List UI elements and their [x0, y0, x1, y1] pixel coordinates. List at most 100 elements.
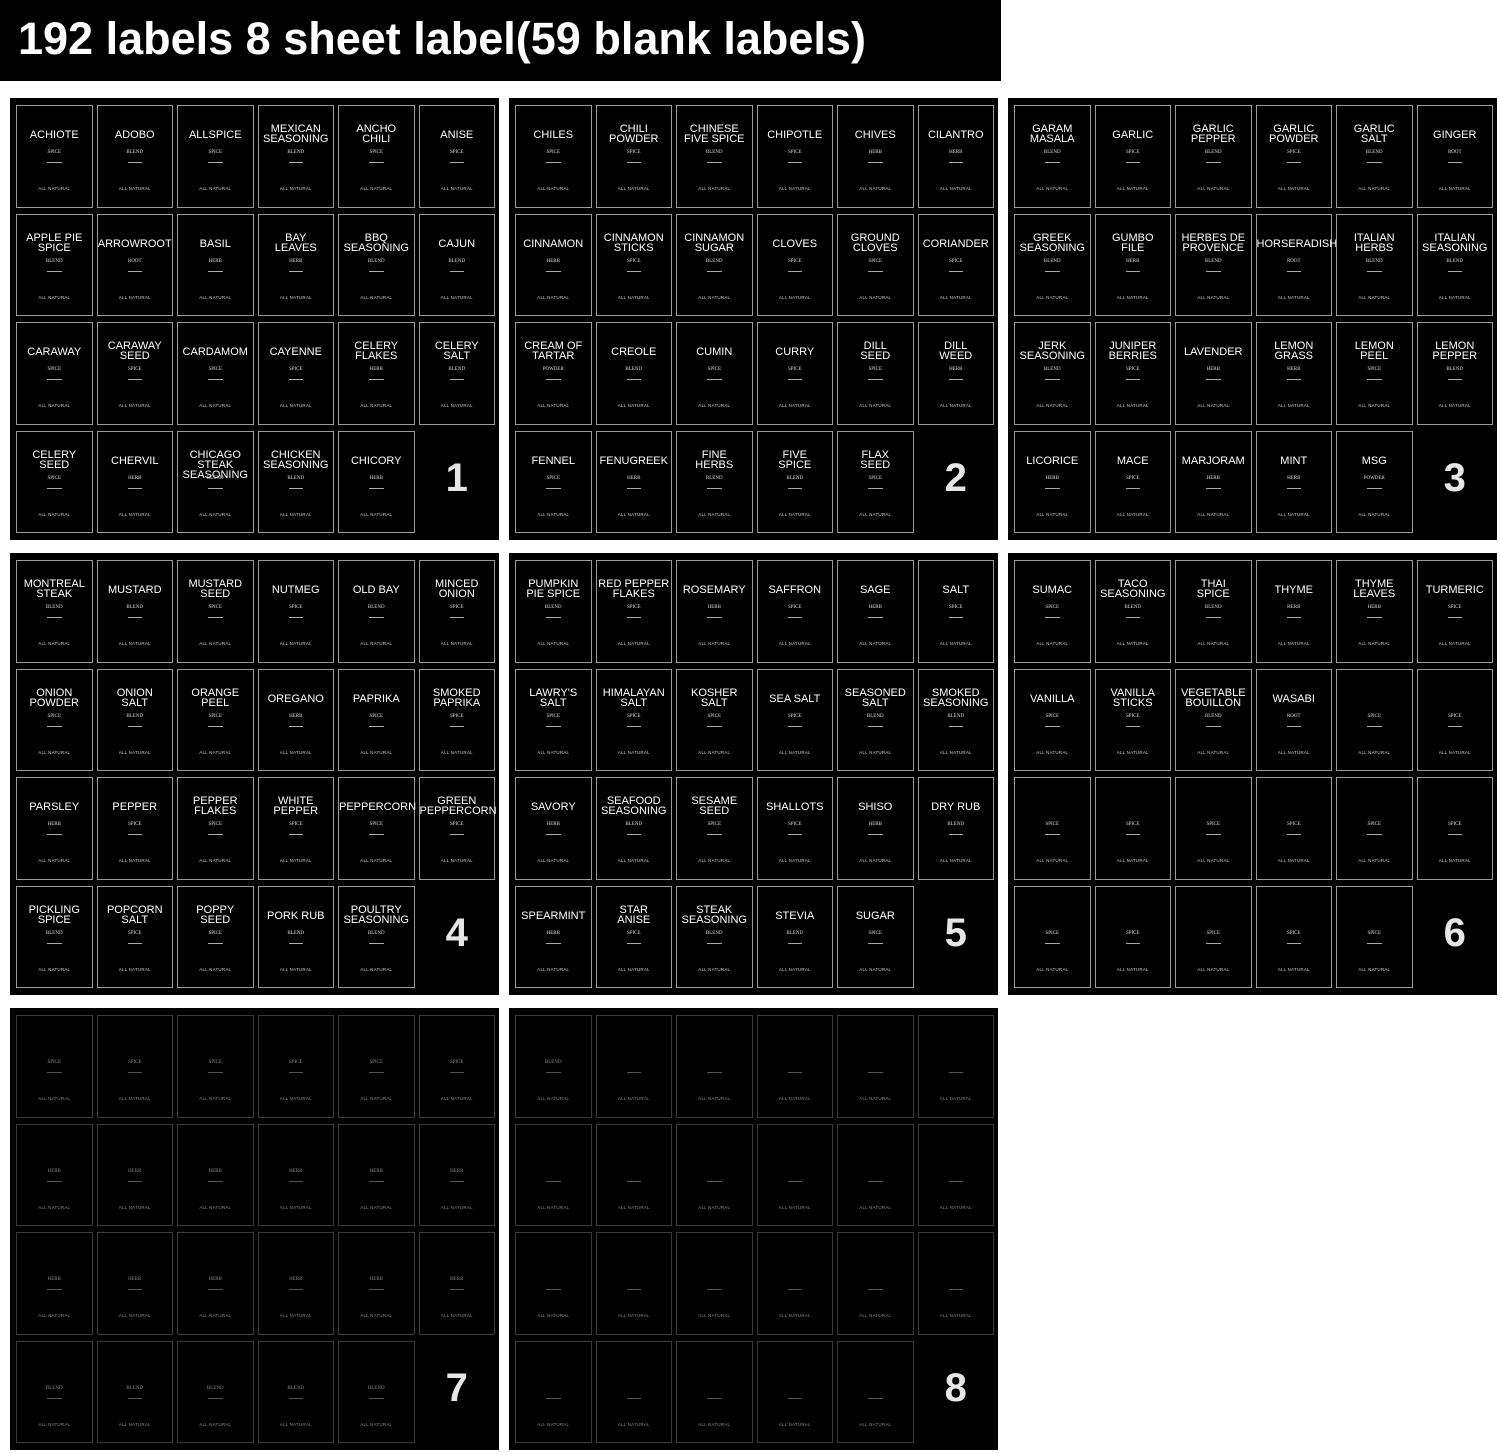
label-footer: ALL NATURAL	[360, 1421, 393, 1427]
sheet: SPICE ALL NATURAL SPICE ALL NATURAL SPICE ALL…	[10, 1008, 499, 1450]
divider	[546, 617, 561, 618]
spice-label: CHIPOTLE SPICE ALL NATURAL	[756, 105, 833, 208]
label-kind: SPICE	[1045, 822, 1060, 827]
label-name: SMOKED SEASONING	[919, 687, 994, 708]
label-footer: ALL NATURAL	[939, 858, 972, 863]
name-line: TURMERIC	[1425, 584, 1484, 596]
label-footer: ALL NATURAL	[199, 641, 232, 646]
label-footer: ALL NATURAL	[939, 294, 972, 300]
name-line: FLAKES	[194, 805, 237, 817]
name-line: STAR	[619, 903, 649, 916]
spice-label: JUNIPER BERRIES SPICE ALL NATURAL	[1094, 322, 1171, 425]
divider	[546, 942, 561, 944]
label-kind: SPICE	[208, 1060, 223, 1065]
label-footer: ALL NATURAL	[360, 294, 393, 300]
divider	[787, 1180, 802, 1182]
name-line: SHALLOTS	[766, 801, 824, 813]
spice-label: BBQ SEASONING BLEND ALL NATURAL	[338, 213, 415, 316]
label-footer: ALL NATURAL	[859, 294, 892, 300]
label-footer: ALL NATURAL	[1358, 966, 1391, 972]
label-kind: SPICE	[47, 367, 62, 372]
divider	[47, 270, 62, 272]
label-footer: ALL NATURAL	[199, 186, 232, 191]
label-name: CHINESE FIVE SPICE	[677, 124, 752, 145]
name-line: PEEL	[1360, 350, 1389, 362]
divider	[369, 487, 384, 489]
divider	[369, 270, 384, 272]
spice-label: SPICE ALL NATURAL	[177, 1015, 254, 1118]
divider	[626, 1072, 641, 1073]
name-line: ANISE	[617, 913, 651, 926]
sheet-number: 7	[445, 1365, 468, 1410]
spice-label: CURRY SPICE ALL NATURAL	[756, 322, 833, 425]
label-kind: BLEND	[448, 367, 466, 372]
divider	[47, 1397, 62, 1399]
spice-label: CAYENNE SPICE ALL NATURAL	[257, 322, 334, 425]
spice-label: MINT HERB ALL NATURAL	[1255, 430, 1332, 533]
label-kind: SPICE	[208, 713, 223, 719]
divider	[47, 1289, 62, 1290]
spice-label: VEGETABLE BOUILLON BLEND ALL NATURAL	[1175, 668, 1252, 771]
divider	[546, 1180, 561, 1182]
divider	[1045, 379, 1060, 380]
spice-label: SUGAR SPICE ALL NATURAL	[837, 885, 914, 988]
divider	[868, 1180, 883, 1182]
name-line: DRY RUB	[931, 801, 981, 813]
spice-label: GARAM MASALA BLEND ALL NATURAL	[1014, 105, 1091, 208]
label-kind: SPICE	[1125, 367, 1140, 372]
label-name: WASABI	[1257, 693, 1332, 704]
divider	[1286, 270, 1301, 272]
label-footer: ALL NATURAL	[440, 858, 473, 863]
divider	[868, 379, 883, 380]
spice-label: SEAFOOD SEASONING BLEND ALL NATURAL	[595, 777, 672, 880]
divider	[369, 617, 384, 618]
spice-label: CAJUN BLEND ALL NATURAL	[418, 213, 495, 316]
label-kind: HERB	[1287, 475, 1301, 481]
name-line: CHILES	[533, 129, 574, 141]
label-kind: SPICE	[208, 605, 223, 610]
label-name: GARAM MASALA	[1015, 124, 1090, 145]
label-kind: BLEND	[625, 822, 643, 827]
divider	[868, 270, 883, 272]
name-line: VEGETABLE	[1180, 686, 1246, 699]
name-line: CHICORY	[350, 454, 402, 467]
label-name: MUSTARD SEED	[178, 579, 253, 600]
label-kind: HERB	[1206, 475, 1220, 481]
divider	[1206, 270, 1221, 272]
label-kind: HERB	[1206, 367, 1220, 372]
name-line: PORK RUB	[267, 909, 325, 922]
label-kind: SPICE	[208, 367, 223, 372]
label-kind: SPICE	[1045, 930, 1060, 936]
name-line: SEED	[119, 350, 150, 362]
label-kind: SPICE	[626, 605, 641, 610]
divider	[208, 1072, 223, 1073]
label-kind: BLEND	[206, 1385, 224, 1391]
spice-label: HERB ALL NATURAL	[177, 1232, 254, 1335]
spice-label: FLAX SEED SPICE ALL NATURAL	[837, 430, 914, 533]
label-name: TURMERIC	[1418, 584, 1493, 596]
label-footer: ALL NATURAL	[859, 749, 892, 755]
spice-label: ACHIOTE SPICE ALL NATURAL	[16, 105, 93, 208]
spice-label: WHITE PEPPER SPICE ALL NATURAL	[257, 777, 334, 880]
label-footer: ALL NATURAL	[1277, 294, 1310, 300]
spice-label: ITALIAN SEASONING BLEND ALL NATURAL	[1416, 213, 1493, 316]
label-footer: ALL NATURAL	[617, 641, 650, 646]
spice-label: CREOLE BLEND ALL NATURAL	[595, 322, 672, 425]
name-line: OREGANO	[267, 692, 324, 705]
spice-label: CLOVES SPICE ALL NATURAL	[756, 213, 833, 316]
label-name: CHICAGO STEAK SEASONING	[178, 449, 253, 480]
divider	[1045, 162, 1060, 163]
spice-label: ALL NATURAL	[595, 1015, 672, 1118]
label-kind: BLEND	[367, 605, 385, 610]
name-line: ANISE	[440, 129, 474, 141]
sheet-number: 4	[445, 910, 468, 955]
label-name: CELERY SEED	[17, 449, 92, 470]
label-name: FENUGREEK	[597, 455, 672, 466]
label-footer: ALL NATURAL	[537, 966, 570, 972]
divider	[546, 1072, 561, 1073]
label-name: STEVIA	[758, 910, 833, 921]
name-line: ORANGE	[191, 686, 240, 699]
divider	[1206, 379, 1221, 380]
label-footer: ALL NATURAL	[1358, 403, 1391, 408]
divider	[1206, 725, 1221, 727]
